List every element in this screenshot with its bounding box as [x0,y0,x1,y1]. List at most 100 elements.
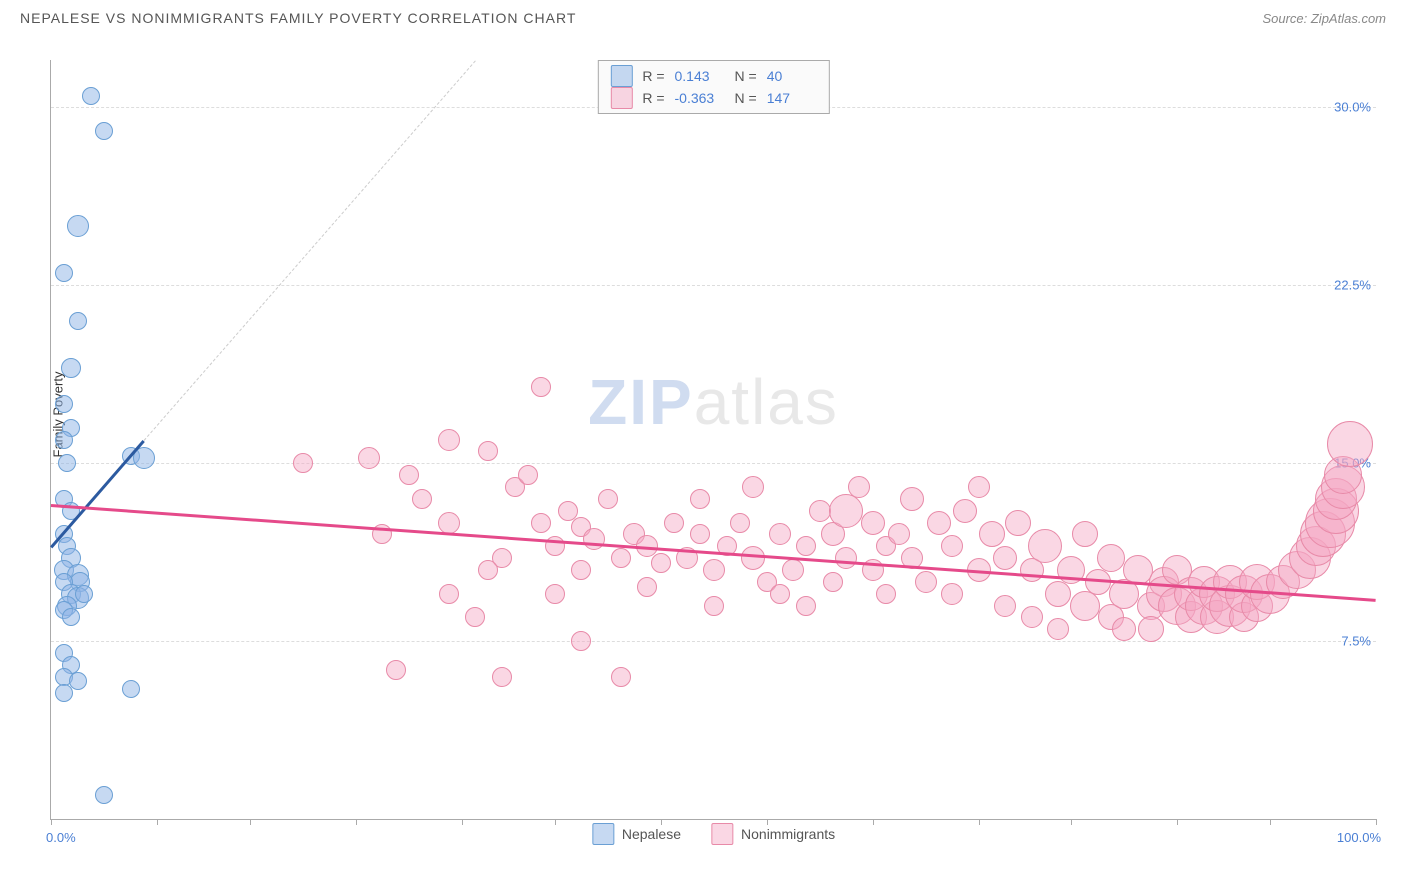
data-point [438,429,460,451]
data-point [730,513,750,533]
data-point [742,476,764,498]
data-point [55,684,73,702]
x-tick [979,819,980,825]
chart-title: NEPALESE VS NONIMMIGRANTS FAMILY POVERTY… [20,10,576,26]
legend-stat-row: R =0.143N =40 [610,65,816,87]
data-point [823,572,843,592]
data-point [399,465,419,485]
data-point [611,667,631,687]
data-point [293,453,313,473]
legend-stat-row: R = -0.363 N = 147 [610,87,816,109]
data-point [741,546,765,570]
r-label: R = [642,68,664,84]
data-point [1072,521,1098,547]
watermark: ZIPatlas [588,365,839,439]
y-tick-label: 22.5% [1334,278,1371,293]
data-point [927,511,951,535]
legend-label: Nonimmigrants [741,826,835,842]
data-point [55,264,73,282]
x-tick [1270,819,1271,825]
y-tick-label: 30.0% [1334,100,1371,115]
data-point [67,215,89,237]
gridline [51,285,1376,286]
plot-area: ZIPatlas R =0.143N =40R =-0.363N =147 Ne… [50,60,1376,820]
x-tick [661,819,662,825]
data-point [690,489,710,509]
data-point [69,312,87,330]
data-point [835,547,857,569]
legend-series: Nepalese Nonimmigrants [592,823,835,845]
legend-swatch [610,65,632,87]
legend-swatch [711,823,733,845]
data-point [796,596,816,616]
r-value: -0.363 [675,90,725,106]
regression-line [51,504,1376,601]
legend-item: Nepalese [592,823,681,845]
data-point [637,577,657,597]
data-point [861,511,885,535]
data-point [796,536,816,556]
data-point [690,524,710,544]
data-point [941,535,963,557]
data-point [122,680,140,698]
data-point [1097,544,1125,572]
data-point [1112,617,1136,641]
data-point [968,476,990,498]
data-point [438,512,460,534]
data-point [62,608,80,626]
x-tick [1177,819,1178,825]
legend-stats-box: R =0.143N =40R =-0.363N =147 [597,60,829,114]
x-tick [1376,819,1377,825]
legend-swatch [592,823,614,845]
data-point [1028,529,1062,563]
data-point [531,377,551,397]
gridline [51,463,1376,464]
data-point [518,465,538,485]
data-point [95,122,113,140]
data-point [848,476,870,498]
data-point [558,501,578,521]
data-point [703,559,725,581]
y-tick-label: 7.5% [1341,634,1371,649]
r-label: R = [642,90,664,106]
data-point [58,454,76,472]
data-point [1045,581,1071,607]
data-point [770,584,790,604]
data-point [915,571,937,593]
data-point [993,546,1017,570]
x-tick [462,819,463,825]
data-point [61,358,81,378]
data-point [82,87,100,105]
data-point [358,447,380,469]
data-point [545,584,565,604]
data-point [478,560,498,580]
data-point [809,500,831,522]
data-point [55,395,73,413]
data-point [611,548,631,568]
x-tick [250,819,251,825]
data-point [664,513,684,533]
x-tick [767,819,768,825]
data-point [651,553,671,573]
data-point [598,489,618,509]
x-tick [1071,819,1072,825]
data-point [1021,606,1043,628]
n-label: N = [735,68,757,84]
data-point [95,786,113,804]
x-tick [157,819,158,825]
data-point [465,607,485,627]
data-point [478,441,498,461]
n-value: 147 [767,90,817,106]
x-label-max: 100.0% [1337,830,1381,845]
data-point [1327,421,1373,467]
x-label-min: 0.0% [46,830,76,845]
n-label: N = [735,90,757,106]
data-point [75,585,93,603]
n-value: 40 [767,68,817,84]
data-point [1070,591,1100,621]
data-point [571,560,591,580]
x-tick [356,819,357,825]
legend-swatch [610,87,632,109]
data-point [492,667,512,687]
data-point [979,521,1005,547]
